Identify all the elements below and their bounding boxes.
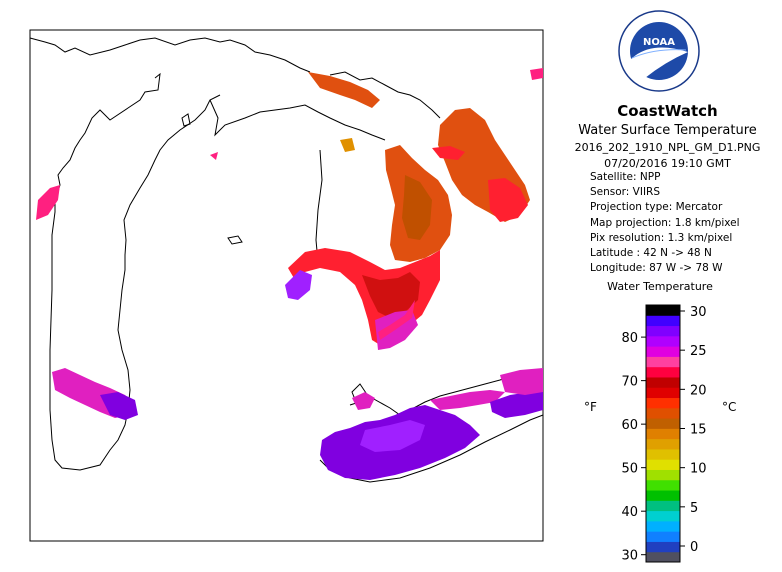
island-outline — [181, 113, 191, 127]
noaa-logo: NOAA — [618, 10, 700, 92]
projection-type: Projection type: Mercator — [590, 201, 723, 213]
sst-region — [210, 152, 218, 160]
colorbar: 0 5 10 15 20 25 30 30 40 50 60 70 80 — [621, 304, 707, 564]
colorbar-swatch — [646, 407, 680, 419]
c-tick-label: 5 — [690, 501, 698, 516]
colorbar-swatch — [646, 346, 680, 357]
georgian-coast — [329, 71, 441, 119]
colorbar-swatch — [646, 541, 680, 553]
colorbar-swatch — [646, 315, 680, 327]
unit-fahrenheit: °F — [584, 400, 597, 414]
f-tick-label: 80 — [621, 331, 638, 346]
f-tick-label: 40 — [621, 505, 638, 520]
sst-region — [340, 138, 355, 152]
lake-michigan-coastline — [49, 72, 221, 471]
sst-overlay — [36, 68, 543, 480]
colorbar-swatch — [646, 520, 680, 532]
colorbar-swatch — [646, 459, 680, 470]
c-tick-label: 30 — [690, 305, 707, 320]
upper-peninsula-coast — [29, 37, 311, 73]
f-tick-label: 50 — [621, 462, 638, 477]
colorbar-swatch — [646, 500, 680, 512]
colorbar-swatch — [646, 335, 680, 347]
colorbar-swatch — [646, 448, 680, 460]
noaa-logo-text: NOAA — [643, 37, 675, 48]
sst-region — [100, 392, 138, 420]
sst-region — [430, 390, 505, 410]
colorbar-swatch — [646, 479, 680, 491]
c-tick-label: 0 — [690, 540, 698, 555]
colorbar-swatch — [646, 387, 680, 399]
f-tick-label: 70 — [621, 375, 638, 390]
c-tick-label: 15 — [690, 423, 707, 438]
sst-region — [490, 390, 543, 418]
c-tick-label: 10 — [690, 462, 707, 477]
map-projection: Map projection: 1.8 km/pixel — [590, 217, 740, 229]
colorbar-swatch — [646, 510, 680, 522]
colorbar-swatch — [646, 366, 680, 378]
colorbar-swatch — [646, 438, 680, 450]
colorbar-swatch — [646, 356, 680, 368]
colorbar-swatch — [646, 531, 680, 542]
sst-region — [285, 270, 312, 300]
unit-celsius: °C — [722, 400, 737, 414]
datetime: 07/20/2016 19:10 GMT — [604, 157, 731, 170]
colorbar-swatch — [646, 325, 680, 337]
colorbar-swatch — [646, 305, 680, 316]
legend-title: Water Temperature — [607, 280, 713, 293]
filename: 2016_202_1910_NPL_GM_D1.PNG — [574, 141, 761, 154]
latitude: Latitude : 42 N -> 48 N — [590, 247, 712, 259]
colorbar-swatch — [646, 397, 680, 409]
colorbar-swatch — [646, 376, 680, 388]
sst-region — [308, 72, 380, 108]
product-title: CoastWatch — [617, 102, 718, 120]
sst-region — [488, 178, 528, 222]
colorbar-swatch — [646, 418, 680, 429]
sst-region — [360, 420, 425, 452]
c-tick-label: 20 — [690, 383, 707, 398]
colorbar-swatch — [646, 469, 680, 481]
colorbar-frame — [645, 304, 681, 563]
sst-region — [36, 185, 60, 220]
product-subtitle: Water Surface Temperature — [578, 123, 757, 138]
f-tick-label: 60 — [621, 418, 638, 433]
island-outline — [227, 235, 243, 245]
sst-region — [500, 368, 543, 395]
satellite: Satellite: NPP — [590, 171, 661, 183]
sst-region — [402, 175, 432, 240]
colorbar-swatch — [646, 551, 680, 563]
sst-region — [378, 300, 415, 340]
sst-region — [432, 146, 465, 160]
colorbar-swatch — [646, 490, 680, 501]
straits-coast — [209, 99, 386, 141]
sensor: Sensor: VIIRS — [590, 186, 661, 198]
c-tick-label: 25 — [690, 344, 707, 359]
sst-region — [352, 392, 375, 410]
sst-region — [530, 68, 543, 80]
colorbar-swatch — [646, 428, 680, 440]
sst-region — [362, 272, 420, 318]
f-tick-label: 30 — [621, 549, 638, 564]
longitude: Longitude: 87 W -> 78 W — [590, 262, 723, 274]
pix-resolution: Pix resolution: 1.3 km/pixel — [590, 232, 733, 244]
